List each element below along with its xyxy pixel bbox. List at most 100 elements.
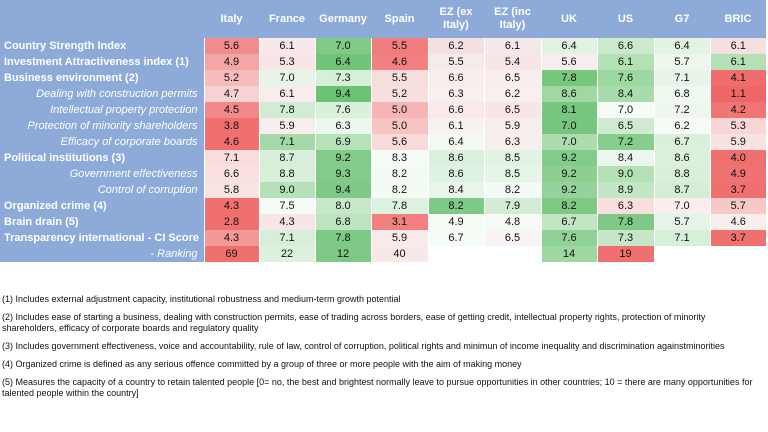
column-header: Italy (204, 0, 259, 38)
row-label: Political institutions (3) (0, 150, 204, 166)
value-cell: 5.7 (653, 54, 710, 70)
footnote: (5) Measures the capacity of a country t… (2, 377, 753, 398)
value-cell: 7.0 (653, 198, 710, 214)
value-cell: 7.0 (540, 118, 597, 134)
header-row: Italy France Germany Spain EZ (ex Italy)… (0, 0, 766, 38)
value-cell: 4.5 (203, 102, 259, 118)
value-cell: 5.5 (370, 70, 428, 86)
column-header: G7 (654, 0, 710, 38)
column-header: US (597, 0, 654, 38)
value-cell: 6.4 (653, 38, 710, 54)
value-cell: 6.9 (314, 134, 371, 150)
value-cell: 6.6 (596, 38, 654, 54)
value-cell: 4.6 (709, 214, 766, 230)
value-cell: 7.5 (258, 198, 315, 214)
value-cell: 7.1 (258, 230, 315, 246)
value-cell: 12 (314, 246, 371, 262)
value-cell: 6.1 (596, 54, 654, 70)
table-row: - Ranking 69 22 12 40 14 19 (0, 246, 766, 262)
value-cell: 8.6 (427, 150, 484, 166)
value-cell: 6.3 (483, 134, 541, 150)
row-label: Organized crime (4) (0, 198, 204, 214)
value-cell: 5.5 (427, 54, 484, 70)
value-cell: 6.3 (596, 198, 654, 214)
value-cell: 5.0 (370, 102, 428, 118)
value-cell: 9.4 (314, 182, 371, 198)
value-cell: 7.6 (540, 230, 597, 246)
value-cell: 8.5 (483, 166, 541, 182)
table-row: Business environment (2) 5.2 7.0 7.3 5.5 6.6 6… (0, 70, 766, 86)
value-cell: 5.3 (709, 118, 766, 134)
value-cell: 5.6 (370, 134, 428, 150)
value-cell: 4.3 (203, 198, 259, 214)
footnote: (4) Organized crime is defined as any se… (2, 359, 522, 369)
value-cell: 8.7 (653, 182, 710, 198)
value-cell: 7.3 (596, 230, 654, 246)
value-cell: 8.4 (596, 86, 654, 102)
footnote: (3) Includes government effectiveness, v… (2, 341, 725, 351)
value-cell: 7.0 (314, 38, 371, 54)
value-cell: 8.2 (483, 182, 541, 198)
value-cell: 19 (596, 246, 654, 262)
value-cell: 7.0 (540, 134, 597, 150)
row-label: Efficacy of corporate boards (0, 134, 204, 150)
value-cell: 1.1 (709, 86, 766, 102)
value-cell: 8.2 (540, 198, 597, 214)
footnotes: (1) Includes external adjustment capacit… (2, 294, 762, 406)
value-cell: 6.1 (483, 38, 541, 54)
value-cell: 6.5 (596, 118, 654, 134)
value-cell: 6.8 (653, 86, 710, 102)
value-cell: 6.5 (483, 102, 541, 118)
value-cell: 5.7 (709, 198, 766, 214)
corner-cell (0, 0, 204, 38)
value-cell: 8.4 (427, 182, 484, 198)
value-cell: 2.8 (203, 214, 259, 230)
table-row: Control of corruption 5.8 9.0 9.4 8.2 8.4 8.2 9… (0, 182, 766, 198)
table-row: Investment Attractiveness index (1) 4.9 5.… (0, 54, 766, 70)
value-cell: 7.0 (596, 102, 654, 118)
value-cell: 6.3 (314, 118, 371, 134)
value-cell: 9.0 (596, 166, 654, 182)
value-cell: 5.0 (370, 118, 428, 134)
value-cell: 6.7 (540, 214, 597, 230)
value-cell: 4.3 (258, 214, 315, 230)
value-cell: 7.3 (314, 70, 371, 86)
value-cell: 40 (370, 246, 428, 262)
value-cell: 4.3 (203, 230, 259, 246)
value-cell: 3.7 (709, 182, 766, 198)
table-row: Protection of minority shareholders 3.8 5.… (0, 118, 766, 134)
value-cell: 6.6 (427, 70, 484, 86)
value-cell (653, 246, 710, 262)
value-cell: 6.2 (483, 86, 541, 102)
table-row: Efficacy of corporate boards 4.6 7.1 6.9 5.6… (0, 134, 766, 150)
value-cell: 9.0 (258, 182, 315, 198)
value-cell (483, 246, 541, 262)
value-cell: 14 (540, 246, 597, 262)
table-row: Brain drain (5) 2.8 4.3 6.8 3.1 4.9 4.8 6.7 7.8 5… (0, 214, 766, 230)
row-label: Control of corruption (0, 182, 204, 198)
value-cell: 6.8 (314, 214, 371, 230)
value-cell: 4.9 (709, 166, 766, 182)
row-label: Transparency international - CI Score (0, 230, 204, 246)
value-cell (709, 246, 766, 262)
table-row: Transparency international - CI Score 4.3… (0, 230, 766, 246)
value-cell: 5.8 (203, 182, 259, 198)
table-row: Intellectual property protection 4.5 7.8 7.… (0, 102, 766, 118)
value-cell: 7.8 (596, 214, 654, 230)
value-cell: 8.3 (370, 150, 428, 166)
value-cell: 9.2 (540, 166, 597, 182)
value-cell: 7.8 (314, 230, 371, 246)
value-cell: 6.1 (427, 118, 484, 134)
column-header: UK (541, 0, 597, 38)
table-row: Political institutions (3) 7.1 8.7 9.2 8.3 8.… (0, 150, 766, 166)
country-strength-table: Italy France Germany Spain EZ (ex Italy)… (0, 0, 766, 262)
value-cell: 5.9 (258, 118, 315, 134)
value-cell: 7.1 (653, 70, 710, 86)
value-cell: 3.7 (709, 230, 766, 246)
value-cell: 8.1 (540, 102, 597, 118)
value-cell: 6.7 (427, 230, 484, 246)
value-cell: 9.2 (314, 150, 371, 166)
row-label: Protection of minority shareholders (0, 118, 204, 134)
value-cell: 7.1 (258, 134, 315, 150)
column-header: EZ (ex Italy) (428, 0, 484, 38)
